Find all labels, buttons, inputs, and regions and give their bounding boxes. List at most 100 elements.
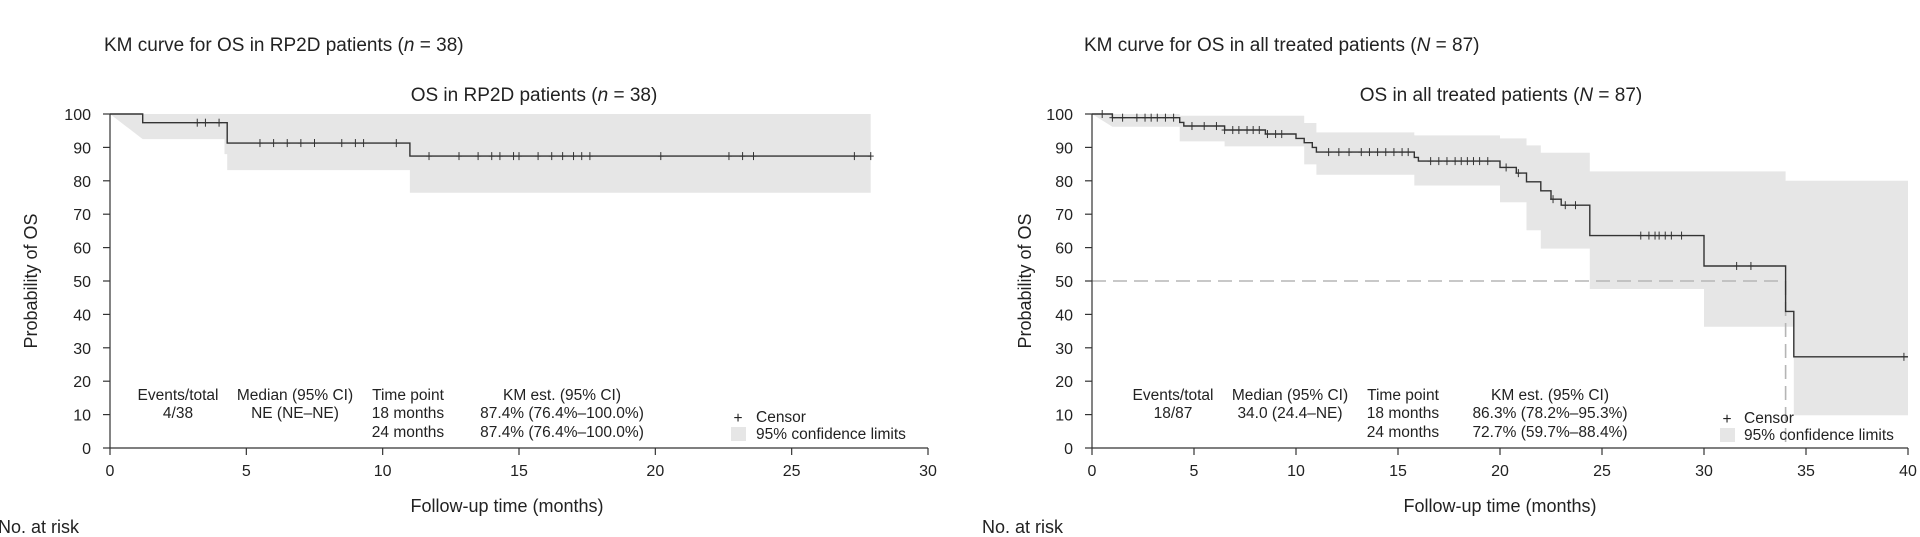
panel-2-y-ticks: 0 10 20 30 40 50 60 70 80 90 100 [1046, 107, 1092, 458]
panel-2-ci-band [1092, 114, 1908, 416]
stats-header-km: KM est. (95% CI) [503, 387, 621, 404]
panel-2-y-tick-label: 30 [1055, 341, 1073, 358]
stats-header-events: Events/total [1133, 387, 1214, 404]
panel-2-reference-layer [1092, 280, 1787, 448]
panel-2-y-tick-label: 40 [1055, 307, 1073, 324]
panel-all-treated: KM curve for OS in all treated patients … [982, 35, 1917, 537]
panel-1-y-axis-label: Probability of OS [21, 213, 41, 348]
panel-2-censor-mark [1170, 113, 1177, 122]
panel-1-y-tick-label: 30 [73, 341, 91, 358]
panel-1-censor-mark [578, 152, 585, 161]
panel-1-x-tick-label: 30 [919, 463, 937, 480]
panel-2-censor-mark [1109, 113, 1116, 122]
panel-2-censor-mark [1645, 231, 1652, 240]
panel-2-censor-mark [1188, 122, 1195, 131]
panel-1-censor-mark [510, 152, 517, 161]
panel-2-censor-mark [1656, 231, 1663, 240]
panel-1-legend: + Censor 95% confidence limits [731, 409, 906, 443]
panel-1-y-tick-label: 60 [73, 241, 91, 258]
panel-2-y-tick-label: 70 [1055, 207, 1073, 224]
panel-2-censor-mark [1733, 261, 1740, 270]
panel-1-y-tick-label: 40 [73, 307, 91, 324]
panel-2-y-tick-label: 100 [1046, 107, 1073, 124]
stats-header-km: KM est. (95% CI) [1491, 387, 1609, 404]
panel-2-censor-mark [1747, 261, 1754, 270]
panel-1-censor-mark [393, 139, 400, 148]
panel-1-x-tick-label: 20 [646, 463, 664, 480]
panel-1-censor-mark [657, 152, 664, 161]
stats-header-events: Events/total [138, 387, 219, 404]
panel-2-censor-mark [1278, 130, 1285, 139]
panel-2-legend: + Censor 95% confidence limits [1720, 410, 1894, 444]
panel-2-censor-mark [1678, 231, 1685, 240]
panel-2-censor-mark [1201, 122, 1208, 131]
panel-1-x-tick-label: 15 [510, 463, 528, 480]
stats-header-timepoint: Time point [1367, 387, 1439, 404]
panel-1-censor-mark [725, 152, 732, 161]
panel-2-censor-mark [1900, 352, 1907, 361]
panel-1-censor-mark [297, 139, 304, 148]
panel-1-x-tick-label: 10 [374, 463, 392, 480]
panel-2-censor-mark [1162, 113, 1169, 122]
stats-km-24: 87.4% (76.4%–100.0%) [480, 424, 644, 441]
panel-2-censor-mark [1142, 113, 1149, 122]
panel-1-censor-mark [586, 152, 593, 161]
panel-2-censor-mark [1390, 148, 1397, 157]
panel-1-y-ticks: 0 10 20 30 40 50 60 70 80 90 100 [64, 107, 110, 458]
panel-1-censor-layer [194, 118, 874, 161]
panel-2-censor-mark [1229, 126, 1236, 135]
panel-1-x-ticks: 0 5 10 15 20 25 30 [106, 448, 937, 480]
legend-censor-label: Censor [756, 409, 806, 426]
stats-km-18: 87.4% (76.4%–100.0%) [480, 405, 644, 422]
panel-2-censor-mark [1358, 148, 1365, 157]
legend-ci-swatch [1720, 428, 1735, 442]
panel-1-censor-mark [216, 118, 223, 127]
stats-median-value: 34.0 (24.4–NE) [1237, 405, 1342, 422]
panel-2-censor-mark [1550, 195, 1557, 204]
panel-2-censor-mark [1099, 110, 1106, 118]
panel-2-censor-mark [1435, 157, 1442, 166]
panel-2-y-tick-label: 80 [1055, 174, 1073, 191]
panel-1-y-tick-label: 100 [64, 107, 91, 124]
panel-2-x-tick-label: 15 [1389, 463, 1407, 480]
panel-2-censor-mark [1244, 126, 1251, 135]
panel-2-censor-mark [1335, 148, 1342, 157]
panel-2-censor-mark [1562, 201, 1569, 210]
panel-2-y-tick-label: 10 [1055, 408, 1073, 425]
panel-2-censor-mark [1572, 201, 1579, 210]
panel-2-censor-mark [1464, 157, 1471, 166]
panel-1-censor-mark [202, 118, 209, 127]
panel-2-censor-mark [1148, 113, 1155, 122]
panel-2-censor-mark [1382, 148, 1389, 157]
panel-2-x-tick-label: 5 [1190, 463, 1199, 480]
panel-1-y-tick-label: 80 [73, 174, 91, 191]
panel-1-x-tick-label: 25 [783, 463, 801, 480]
panel-1-censor-mark [284, 139, 291, 148]
panel-1-stats-table: Events/total Median (95% CI) Time point … [138, 387, 644, 441]
panel-2-x-tick-label: 40 [1899, 463, 1917, 480]
stats-timepoint-18: 18 months [1367, 405, 1440, 422]
panel-2-x-tick-label: 20 [1491, 463, 1509, 480]
panel-2-chart-title: OS in all treated patients (N = 87) [1360, 85, 1643, 106]
panel-1-y-tick-label: 20 [73, 374, 91, 391]
stats-timepoint-18: 18 months [372, 405, 445, 422]
stats-median-value: NE (NE–NE) [251, 405, 339, 422]
panel-2-censor-mark [1325, 148, 1332, 157]
panel-1-censor-mark [739, 152, 746, 161]
panel-1-censor-mark [360, 139, 367, 148]
panel-2-censor-mark [1374, 148, 1381, 157]
panel-2-censor-mark [1484, 157, 1491, 166]
panel-2-censor-mark [1662, 231, 1669, 240]
panel-1-no-at-risk-label: No. at risk [0, 517, 80, 537]
panel-1-censor-mark [496, 152, 503, 161]
panel-1-censor-mark [475, 152, 482, 161]
panel-2-censor-mark [1256, 126, 1263, 135]
panel-1-censor-mark [426, 152, 433, 161]
panel-1-censor-mark [311, 139, 318, 148]
legend-ci-swatch [731, 427, 746, 441]
stats-km-18: 86.3% (78.2%–95.3%) [1472, 405, 1627, 422]
panel-1-censor-mark [352, 139, 359, 148]
panel-1-curve-layer [110, 113, 871, 157]
panel-2-x-tick-label: 25 [1593, 463, 1611, 480]
